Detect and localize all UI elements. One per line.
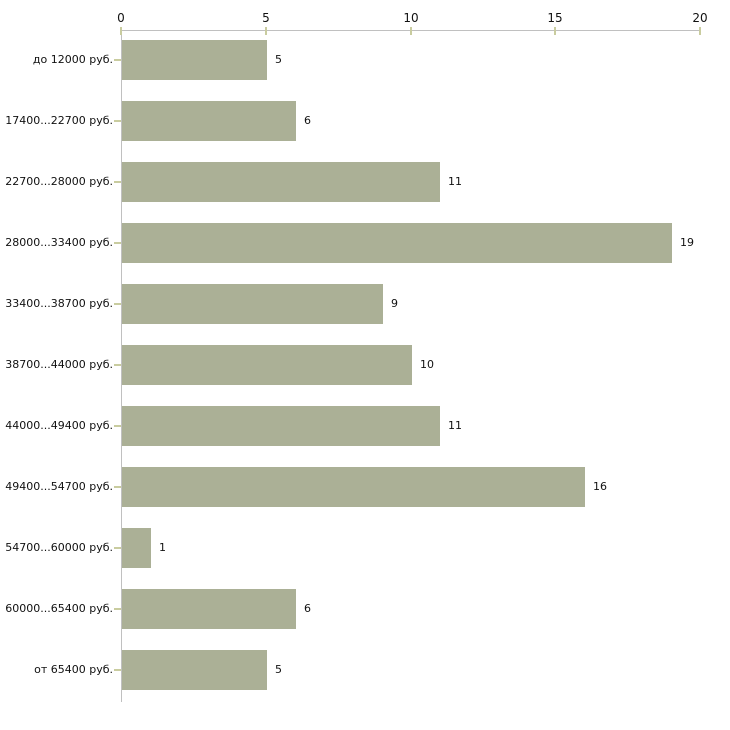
category-label: 54700...60000 руб. [5,541,113,554]
bar [122,406,440,446]
y-tick-mark [114,547,121,549]
bar [122,345,412,385]
x-tick-mark [699,27,701,35]
y-tick-mark [114,303,121,305]
value-label: 1 [159,541,166,554]
y-tick-mark [114,181,121,183]
y-tick-mark [114,608,121,610]
category-label: 33400...38700 руб. [5,297,113,310]
x-tick-label: 20 [692,11,708,25]
category-label: 17400...22700 руб. [5,114,113,127]
y-tick-mark [114,120,121,122]
category-label: от 65400 руб. [34,663,113,676]
y-tick-mark [114,425,121,427]
y-axis-line [121,30,122,702]
value-label: 6 [304,114,311,127]
y-tick-mark [114,486,121,488]
value-label: 16 [593,480,607,493]
bar [122,101,296,141]
value-label: 11 [448,419,462,432]
value-label: 9 [391,297,398,310]
value-label: 19 [680,236,694,249]
y-tick-mark [114,242,121,244]
y-tick-mark [114,669,121,671]
x-tick-label: 10 [403,11,419,25]
bar [122,589,296,629]
category-label: 44000...49400 руб. [5,419,113,432]
value-label: 5 [275,663,282,676]
bar [122,467,585,507]
bar [122,284,383,324]
category-label: до 12000 руб. [32,53,113,66]
value-label: 11 [448,175,462,188]
value-label: 5 [275,53,282,66]
x-tick-label: 5 [262,11,270,25]
y-tick-mark [114,364,121,366]
x-tick-label: 0 [117,11,125,25]
value-label: 10 [420,358,434,371]
category-label: 49400...54700 руб. [5,480,113,493]
x-tick-mark [554,27,556,35]
bar [122,528,151,568]
category-label: 28000...33400 руб. [5,236,113,249]
x-tick-mark [265,27,267,35]
x-tick-mark [410,27,412,35]
bar [122,223,672,263]
bar [122,40,267,80]
y-tick-mark [114,59,121,61]
x-tick-label: 15 [547,11,563,25]
category-label: 60000...65400 руб. [5,602,113,615]
bar [122,162,440,202]
x-tick-mark [120,27,122,35]
category-label: 22700...28000 руб. [5,175,113,188]
value-label: 6 [304,602,311,615]
bar [122,650,267,690]
category-label: 38700...44000 руб. [5,358,113,371]
